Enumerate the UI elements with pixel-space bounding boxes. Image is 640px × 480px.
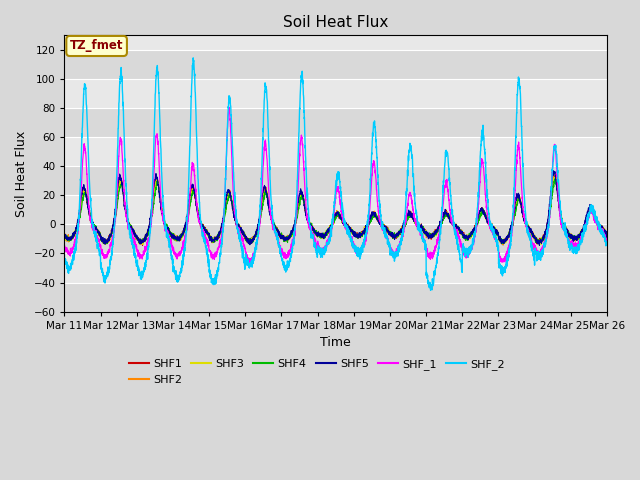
SHF_2 [398,238,406,243]
SHF3 [61,232,68,238]
SHF4 [603,232,611,238]
SHF_2 [189,55,197,61]
SHF2 [603,233,611,239]
Bar [65,225,607,253]
Line: SHF_1: SHF_1 [65,108,607,263]
SHF2 [499,242,506,248]
SHF_2 [603,240,611,246]
Legend: SHF1, SHF2, SHF3, SHF4, SHF5, SHF_1, SHF_2: SHF1, SHF2, SHF3, SHF4, SHF5, SHF_1, SHF… [124,355,509,389]
SHF2 [177,234,184,240]
SHF5 [550,168,557,174]
SHF4 [388,235,396,241]
SHF5 [388,232,396,238]
SHF_2 [177,268,184,274]
Bar [65,166,607,195]
Line: SHF1: SHF1 [65,173,607,245]
SHF4 [552,176,559,181]
SHF5 [212,235,220,240]
SHF_2 [603,242,611,248]
SHF_2 [61,252,68,258]
SHF1 [61,234,68,240]
Bar [65,283,607,312]
SHF2 [603,232,611,238]
SHF_1 [61,245,68,251]
Bar [65,108,607,137]
SHF5 [536,242,543,248]
SHF_1 [177,250,184,256]
Line: SHF5: SHF5 [65,171,607,245]
SHF2 [61,234,68,240]
SHF1 [552,176,559,181]
SHF5 [603,233,611,239]
SHF3 [552,176,559,182]
SHF_1 [603,240,611,246]
SHF_1 [389,251,397,257]
SHF5 [61,231,68,237]
SHF4 [177,232,184,238]
Line: SHF4: SHF4 [65,179,607,244]
Line: SHF2: SHF2 [65,174,607,245]
SHF2 [388,232,396,238]
SHF3 [551,174,559,180]
SHF3 [177,233,185,239]
SHF4 [212,237,220,242]
SHF3 [212,235,220,241]
Bar [65,50,607,79]
SHF3 [603,232,611,238]
SHF1 [398,225,406,231]
SHF3 [388,230,396,236]
Line: SHF3: SHF3 [65,177,607,244]
SHF1 [603,231,611,237]
SHF5 [603,234,611,240]
SHF1 [177,235,185,241]
SHF_1 [399,232,406,238]
SHF1 [212,237,220,242]
X-axis label: Time: Time [321,336,351,349]
SHF1 [139,242,147,248]
Title: Soil Heat Flux: Soil Heat Flux [283,15,388,30]
SHF5 [552,177,559,182]
SHF1 [603,232,611,238]
SHF4 [398,227,406,232]
SHF2 [550,171,558,177]
SHF4 [552,176,559,182]
Text: TZ_fmet: TZ_fmet [70,39,124,52]
SHF5 [398,227,406,232]
SHF3 [603,232,611,238]
SHF3 [398,226,406,232]
SHF1 [550,170,557,176]
SHF2 [398,223,406,229]
SHF_1 [552,150,559,156]
SHF_2 [427,288,435,293]
SHF2 [212,237,220,243]
SHF_2 [212,280,220,286]
SHF1 [388,231,396,237]
SHF_1 [212,254,220,260]
SHF_2 [388,250,396,256]
SHF2 [552,174,559,180]
SHF4 [246,241,253,247]
Line: SHF_2: SHF_2 [65,58,607,290]
SHF_1 [246,260,254,265]
SHF5 [177,234,184,240]
SHF3 [139,241,147,247]
Y-axis label: Soil Heat Flux: Soil Heat Flux [15,131,28,216]
SHF_2 [552,143,559,148]
SHF4 [61,232,68,238]
SHF_1 [225,105,233,110]
SHF_1 [603,240,611,245]
SHF4 [603,231,611,237]
